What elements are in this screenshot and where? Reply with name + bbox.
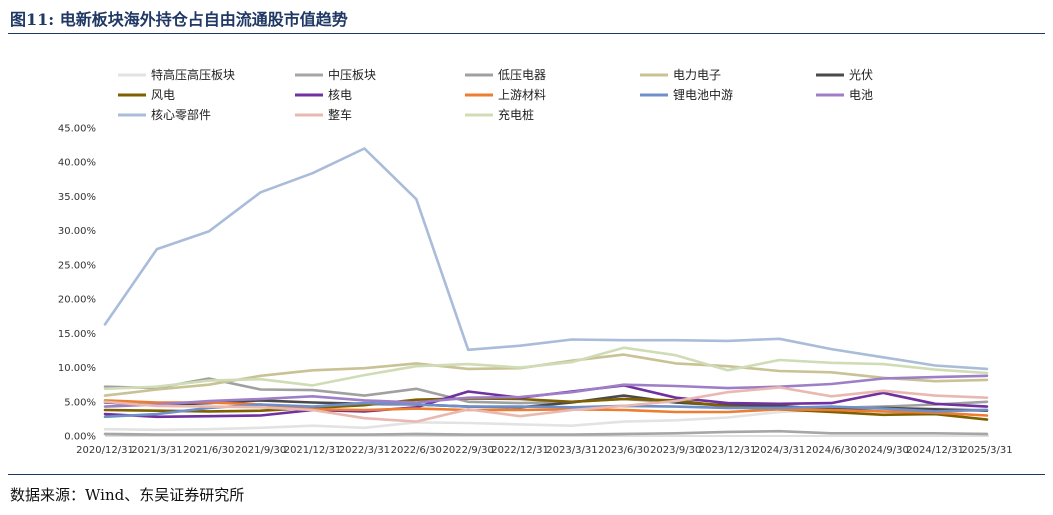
legend-item: 风电: [118, 88, 175, 102]
series-line: [103, 374, 989, 408]
series-line: [103, 353, 989, 397]
x-tick-label: 2025/3/31: [961, 445, 1012, 456]
y-tick-label: 45.00%: [58, 124, 96, 135]
y-tick-label: 30.00%: [58, 226, 96, 237]
x-tick-label: 2023/6/30: [598, 445, 649, 456]
y-tick-label: 15.00%: [58, 329, 96, 340]
legend-label: 充电桩: [498, 107, 534, 122]
x-tick-label: 2023/12/31: [699, 445, 757, 456]
legend-item: 光伏: [816, 68, 873, 82]
x-tick-label: 2024/3/31: [754, 445, 805, 456]
legend-item: 核电: [295, 88, 352, 102]
figure-title: 图11: 电新板块海外持仓占自由流通股市值趋势: [10, 10, 348, 29]
y-tick-label: 0.00%: [64, 432, 96, 443]
legend-item: 特高压高压板块: [118, 67, 235, 82]
legend-label: 核心零部件: [151, 107, 211, 122]
series-line: [103, 429, 989, 436]
x-tick-label: 2021/3/31: [131, 445, 182, 456]
y-tick-label: 35.00%: [58, 192, 96, 203]
legend-label: 整车: [328, 107, 352, 122]
legend-item: 电力电子: [640, 68, 721, 82]
x-tick-label: 2021/6/30: [183, 445, 234, 456]
top-divider: [8, 33, 1045, 34]
legend-label: 光伏: [849, 68, 873, 82]
legend-label: 锂电池中游: [673, 87, 733, 102]
x-tick-label: 2024/6/30: [806, 445, 857, 456]
x-tick-label: 2022/6/30: [391, 445, 442, 456]
y-tick-label: 5.00%: [64, 397, 96, 408]
x-tick-label: 2022/3/31: [339, 445, 390, 456]
legend-label: 电力电子: [673, 68, 721, 82]
series-line: [103, 397, 989, 421]
x-tick-label: 2024/9/30: [858, 445, 909, 456]
legend-label: 中压板块: [328, 67, 376, 82]
x-tick-label: 2023/3/31: [546, 445, 597, 456]
x-tick-label: 2021/9/30: [235, 445, 286, 456]
legend-item: 低压电器: [465, 68, 546, 82]
legend-label: 特高压高压板块: [151, 67, 235, 82]
series-line: [103, 346, 989, 391]
series-line: [103, 401, 989, 419]
series-line: [103, 386, 989, 423]
x-tick-label: 2022/9/30: [443, 445, 494, 456]
source-note: 数据来源：Wind、东吴证券研究所: [10, 486, 245, 504]
legend-label: 低压电器: [498, 68, 546, 82]
legend-item: 核心零部件: [118, 107, 211, 122]
legend-item: 充电桩: [465, 107, 534, 122]
y-tick-label: 20.00%: [58, 295, 96, 306]
x-tick-label: 2021/12/31: [284, 445, 342, 456]
legend-label: 核电: [328, 88, 352, 102]
legend-label: 风电: [151, 88, 175, 102]
legend-label: 电池: [849, 88, 873, 102]
legend-item: 上游材料: [465, 88, 546, 102]
legend-item: 中压板块: [295, 67, 376, 82]
y-tick-label: 10.00%: [58, 363, 96, 374]
bottom-divider: [8, 474, 1045, 475]
series-line: [103, 147, 989, 371]
x-tick-label: 2024/12/31: [906, 445, 964, 456]
x-tick-label: 2023/9/30: [650, 445, 701, 456]
x-tick-label: 2020/12/31: [76, 445, 134, 456]
legend-item: 整车: [295, 107, 352, 122]
y-tick-label: 40.00%: [58, 158, 96, 169]
legend-label: 上游材料: [498, 88, 546, 102]
legend-item: 电池: [816, 88, 873, 102]
legend-item: 锂电池中游: [640, 87, 733, 102]
x-tick-label: 2022/12/31: [491, 445, 549, 456]
y-tick-label: 25.00%: [58, 260, 96, 271]
